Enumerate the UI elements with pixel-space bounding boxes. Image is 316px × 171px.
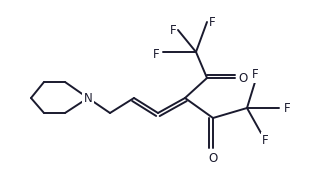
Text: F: F (170, 23, 176, 36)
Text: O: O (238, 71, 248, 84)
Text: N: N (84, 91, 92, 104)
Text: F: F (262, 134, 268, 147)
Text: F: F (252, 69, 258, 82)
Text: F: F (153, 49, 159, 62)
Text: O: O (208, 152, 218, 165)
Text: F: F (284, 102, 290, 115)
Text: F: F (209, 16, 215, 29)
